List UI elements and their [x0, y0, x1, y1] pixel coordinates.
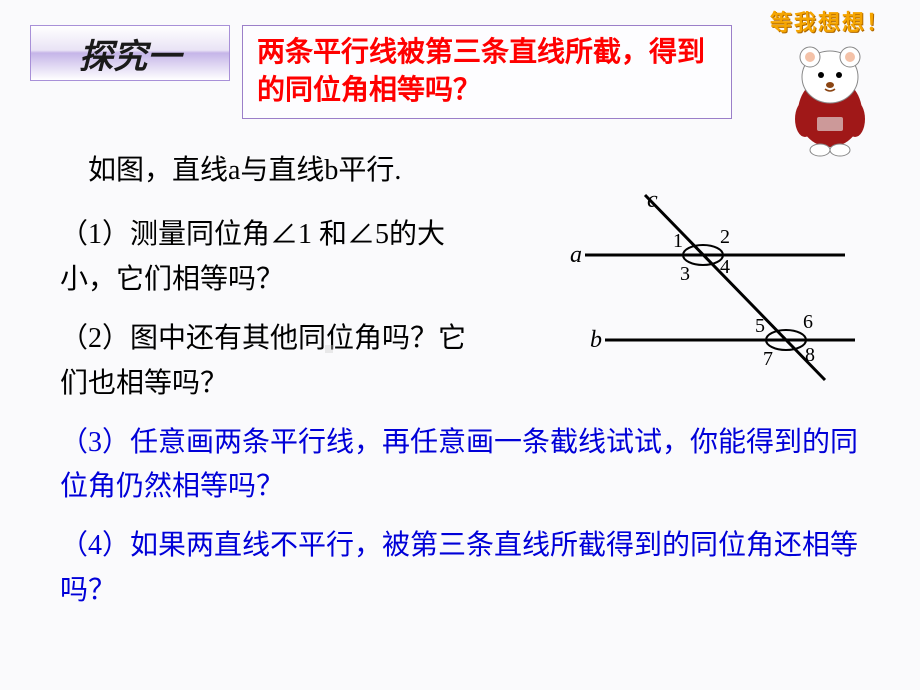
angle-3: 3	[680, 263, 690, 285]
angle-1: 1	[673, 230, 683, 252]
angle-5: 5	[755, 315, 765, 337]
label-c: c	[647, 187, 658, 213]
label-b: b	[590, 327, 602, 353]
question-3: （3）任意画两条平行线，再任意画一条截线试试，你能得到的同位角仍然相等吗？	[60, 421, 870, 511]
angle-4: 4	[720, 256, 730, 278]
bear-icon	[775, 37, 885, 157]
question-4: （4）如果两直线不平行，被第三条直线所截得到的同位角还相等吗？	[60, 524, 870, 614]
angle-7: 7	[763, 348, 773, 370]
label-a: a	[570, 242, 582, 268]
watermark-dot	[325, 345, 333, 353]
question-1: （1）测量同位角∠1 和∠5的大小，它们相等吗？	[60, 213, 480, 303]
section-title: 探究一	[30, 25, 230, 81]
angle-6: 6	[803, 311, 813, 333]
main-question: 两条平行线被第三条直线所截，得到的同位角相等吗？	[242, 25, 732, 119]
thought-bubble: 等我想想！	[755, 5, 905, 37]
mascot: 等我想想！	[755, 5, 905, 157]
angle-8: 8	[805, 344, 815, 366]
question-2: （2）图中还有其他同位角吗？它们也相等吗？	[60, 317, 480, 407]
angle-2: 2	[720, 226, 730, 248]
geometry-diagram: c a b 1 2 3 4 5 6 7 8	[555, 185, 865, 385]
